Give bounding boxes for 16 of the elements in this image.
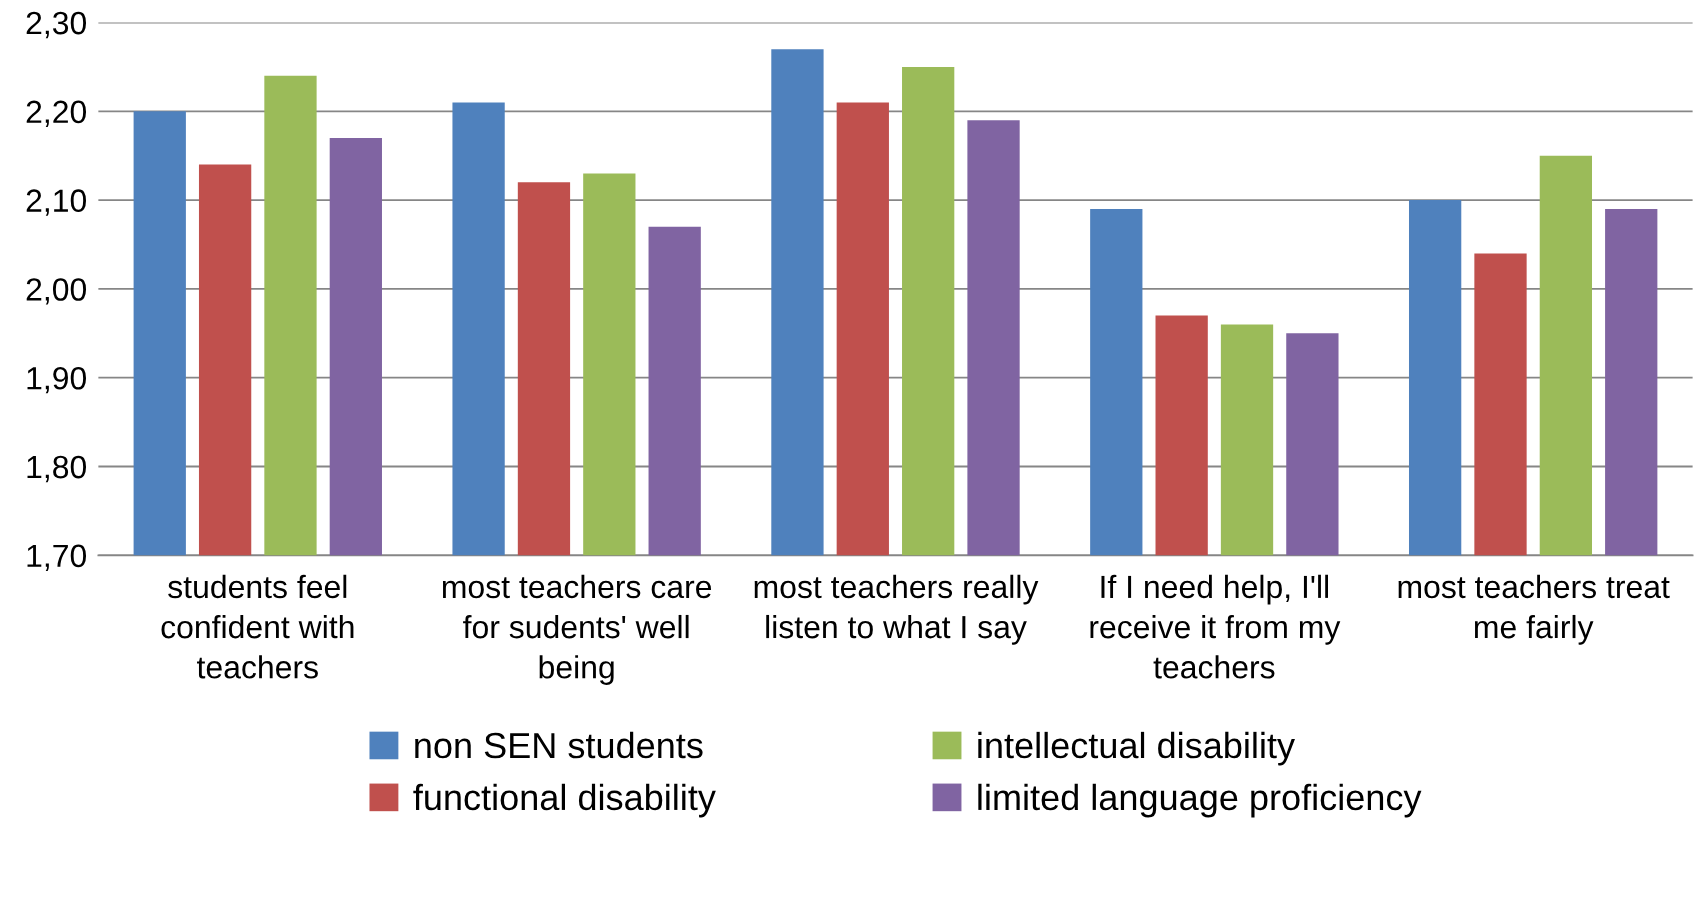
y-tick-label: 2,20: [26, 100, 87, 127]
x-tick-label: most teachers care for sudents' well being: [442, 574, 712, 685]
y-tick-label: 2,10: [26, 189, 87, 216]
x-tick-label: students feel confident with teachers: [161, 574, 354, 679]
x-tick-label: If I need help, I'll receive it from my teachers: [1090, 574, 1341, 679]
y-tick-label: 1,70: [27, 544, 87, 571]
y-tick-label: 1,90: [27, 366, 87, 394]
y-tick-label: 1,80: [27, 455, 87, 483]
y-tick-label: 2,00: [26, 278, 87, 305]
x-tick-label: most teachers really listen to what I say: [754, 574, 1039, 645]
y-tick-label: 2,30: [26, 11, 87, 39]
legend-label: functional disability: [413, 783, 716, 818]
legend-label: limited language proficiency: [978, 783, 1422, 818]
x-tick-label: most teachers treat me fairly: [1398, 574, 1670, 645]
legend-label: intellectual disability: [978, 731, 1295, 766]
legend-label: non SEN students: [415, 731, 703, 759]
